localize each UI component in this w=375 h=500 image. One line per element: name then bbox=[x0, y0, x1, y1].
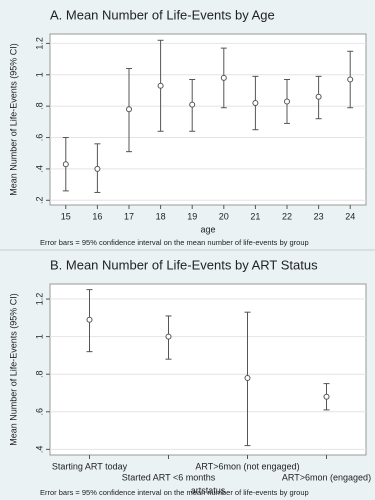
note: Error bars = 95% confidence interval on … bbox=[40, 488, 309, 497]
mean-point bbox=[62, 161, 69, 168]
x-tick-label: ART>6mon (engaged) bbox=[282, 472, 371, 482]
x-tick-label: 24 bbox=[345, 211, 355, 221]
x-tick-label: 23 bbox=[314, 211, 324, 221]
mean-point bbox=[315, 93, 322, 100]
y-tick-label: 1 bbox=[34, 72, 44, 77]
y-tick-label: .8 bbox=[34, 102, 44, 110]
mean-point bbox=[347, 76, 354, 83]
y-tick-label: .4 bbox=[34, 165, 44, 173]
x-tick-label: 19 bbox=[187, 211, 197, 221]
y-tick-label: .8 bbox=[34, 370, 44, 378]
plot-area bbox=[49, 33, 367, 206]
x-axis-title: artstatus bbox=[191, 485, 226, 495]
x-axis-title: age bbox=[200, 224, 215, 234]
y-tick-label: 1.2 bbox=[34, 37, 44, 50]
x-tick-label: Started ART <6 months bbox=[122, 472, 216, 482]
mean-point bbox=[323, 393, 330, 400]
x-tick-label: 16 bbox=[92, 211, 102, 221]
x-tick-label: 22 bbox=[282, 211, 292, 221]
y-axis-title: Mean Number of Life-Events (95% CI) bbox=[8, 293, 18, 446]
y-axis-title: Mean Number of Life-Events (95% CI) bbox=[8, 43, 18, 196]
mean-point bbox=[189, 101, 196, 108]
x-tick-label: 20 bbox=[219, 211, 229, 221]
y-tick-label: .2 bbox=[34, 197, 44, 205]
chart-title: A. Mean Number of Life-Events by Age bbox=[50, 7, 275, 22]
y-tick-label: 1.2 bbox=[34, 293, 44, 306]
y-tick-label: 1 bbox=[34, 334, 44, 339]
x-tick-label: 17 bbox=[124, 211, 134, 221]
mean-point bbox=[165, 333, 172, 340]
y-tick-label: .6 bbox=[34, 134, 44, 142]
mean-point bbox=[284, 98, 290, 105]
y-tick-label: .4 bbox=[34, 446, 44, 454]
mean-point bbox=[244, 374, 251, 381]
note: Error bars = 95% confidence interval on … bbox=[40, 238, 309, 247]
mean-point bbox=[220, 74, 227, 81]
mean-point bbox=[86, 316, 93, 323]
chart-title: B. Mean Number of Life-Events by ART Sta… bbox=[50, 257, 318, 272]
mean-point bbox=[157, 82, 164, 89]
x-tick-label: 15 bbox=[61, 211, 71, 221]
x-tick-label: 21 bbox=[250, 211, 260, 221]
mean-point bbox=[252, 100, 259, 107]
plot-area bbox=[49, 283, 367, 456]
x-tick-label: Starting ART today bbox=[52, 461, 128, 471]
mean-point bbox=[94, 165, 101, 172]
mean-point bbox=[126, 106, 132, 113]
y-tick-label: .6 bbox=[34, 408, 44, 416]
x-tick-label: ART>6mon (not engaged) bbox=[195, 461, 299, 471]
x-tick-label: 18 bbox=[156, 211, 166, 221]
